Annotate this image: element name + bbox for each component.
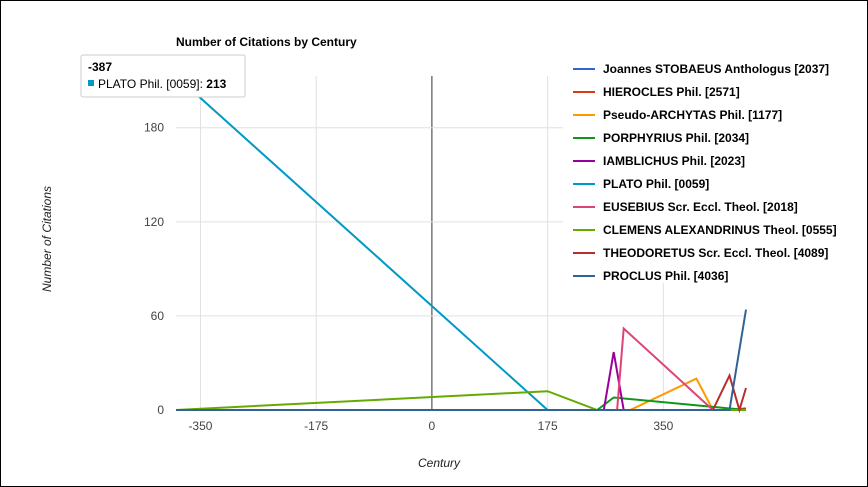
series-line-7[interactable] [176, 326, 746, 411]
y-tick-label: 0 [157, 403, 164, 417]
y-tick-label: 120 [144, 215, 164, 229]
legend-item-label[interactable]: IAMBLICHUS Phil. [2023] [603, 154, 745, 168]
legend-item-label[interactable]: THEODORETUS Scr. Eccl. Theol. [4089] [603, 246, 828, 260]
tooltip-box [80, 54, 246, 98]
x-tick-label: 350 [653, 419, 673, 433]
legend-item-label[interactable]: PROCLUS Phil. [4036] [603, 269, 728, 283]
legend-item-label[interactable]: Joannes STOBAEUS Anthologus [2037] [603, 62, 829, 76]
series-line-10[interactable] [176, 309, 747, 411]
legend-item-label[interactable]: HIEROCLES Phil. [2571] [603, 85, 740, 99]
legend: Joannes STOBAEUS Anthologus [2037] HIEROC… [563, 53, 861, 283]
legend-item-label[interactable]: CLEMENS ALEXANDRINUS Theol. [0555] [603, 223, 837, 237]
legend-item-label[interactable]: Pseudo-ARCHYTAS Phil. [1177] [603, 108, 782, 122]
axes: -350 -175 0 175 350 0 60 120 180 [144, 121, 674, 433]
tooltip: -387 PLATO Phil. [0059]: 213 [80, 54, 246, 98]
series-lines [175, 75, 747, 414]
legend-item-label[interactable]: PLATO Phil. [0059] [603, 177, 709, 191]
x-tick-label: 175 [538, 419, 558, 433]
series-line-4[interactable] [176, 396, 747, 411]
x-axis-title: Century [418, 456, 461, 470]
tooltip-series-label: PLATO Phil. [0059]: 213 [98, 77, 227, 91]
y-tick-label: 60 [151, 309, 165, 323]
legend-item-label[interactable]: EUSEBIUS Scr. Eccl. Theol. [2018] [603, 200, 798, 214]
tooltip-swatch [88, 80, 94, 86]
legend-background [563, 53, 861, 283]
x-tick-label: -350 [188, 419, 212, 433]
series-line-8[interactable] [175, 390, 746, 411]
x-tick-label: -175 [304, 419, 328, 433]
tooltip-title: -387 [88, 60, 112, 74]
y-tick-label: 180 [144, 121, 164, 135]
x-tick-label: 0 [429, 419, 436, 433]
legend-item-label[interactable]: PORPHYRIUS Phil. [2034] [603, 131, 749, 145]
y-axis-title: Number of Citations [40, 186, 54, 292]
chart-title: Number of Citations by Century [176, 35, 357, 49]
